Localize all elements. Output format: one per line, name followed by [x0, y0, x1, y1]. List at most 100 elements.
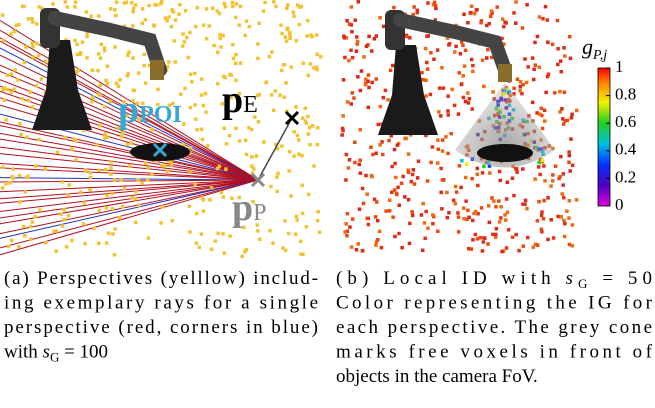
voxel [120, 204, 125, 209]
voxel [556, 214, 560, 219]
voxel [462, 64, 467, 68]
voxel [436, 229, 440, 234]
voxel [104, 78, 108, 83]
voxel [19, 132, 23, 137]
voxel [244, 248, 249, 252]
colorbar-label: gP,j [582, 34, 607, 63]
voxel [363, 77, 368, 82]
voxel [560, 192, 564, 196]
voxel [377, 229, 382, 234]
voxel [465, 162, 469, 166]
voxel [207, 24, 211, 28]
voxel [250, 155, 254, 159]
voxel [544, 90, 548, 95]
voxel [35, 22, 39, 26]
voxel [276, 171, 280, 176]
voxel [1, 165, 5, 169]
colorbar-tick-label: 1 [615, 57, 624, 76]
voxel [118, 216, 122, 220]
voxel [513, 21, 518, 25]
voxel [404, 136, 408, 141]
voxel [136, 178, 140, 182]
voxel [504, 197, 509, 201]
voxel [355, 39, 360, 44]
voxel [471, 69, 475, 74]
voxel [40, 6, 44, 11]
voxel [304, 121, 309, 125]
voxel [30, 17, 34, 21]
voxel [426, 226, 430, 231]
voxel [456, 230, 461, 234]
voxel [229, 73, 233, 77]
voxel [204, 110, 208, 114]
voxel [184, 35, 189, 40]
voxel [461, 95, 466, 100]
voxel [231, 42, 235, 47]
voxel [447, 43, 451, 47]
voxel [33, 214, 38, 219]
voxel [415, 176, 420, 180]
voxel [420, 70, 424, 75]
voxel [97, 208, 102, 213]
voxel [390, 63, 395, 68]
caption-line: (a) Perspectives (yelllow) includ- [4, 268, 318, 289]
label-p-p: pP [232, 187, 267, 229]
voxel [187, 204, 192, 209]
voxel [73, 38, 77, 43]
voxel [440, 149, 445, 153]
voxel [281, 246, 285, 250]
voxel [220, 102, 224, 106]
label-p-e: pE [222, 79, 258, 121]
caption-line: each perspective. The grey cone [336, 317, 652, 338]
voxel [178, 92, 183, 96]
voxel [118, 78, 122, 82]
voxel [301, 116, 305, 120]
voxel [127, 50, 131, 54]
voxel [350, 29, 354, 34]
voxel [480, 58, 485, 62]
voxel [479, 20, 483, 25]
voxel [247, 24, 252, 29]
voxel [170, 218, 174, 223]
voxel [5, 87, 10, 92]
ray [0, 179, 259, 256]
voxel [538, 172, 542, 177]
voxel [256, 56, 260, 61]
voxel [515, 170, 519, 174]
voxel [222, 251, 227, 255]
colorbar-tick-label: 0 [615, 195, 624, 214]
voxel [170, 8, 174, 12]
voxel [360, 186, 365, 191]
voxel [130, 195, 135, 200]
voxel [559, 214, 563, 219]
voxel [521, 82, 525, 87]
voxel [558, 89, 562, 94]
voxel [303, 106, 308, 111]
voxel [524, 80, 529, 85]
voxel [428, 92, 433, 97]
voxel [242, 225, 246, 230]
voxel [142, 63, 146, 68]
voxel [378, 104, 383, 109]
voxel [506, 228, 511, 232]
voxel [257, 21, 262, 26]
voxel [106, 231, 111, 236]
voxel [490, 11, 494, 15]
voxel [360, 248, 365, 253]
voxel [397, 231, 401, 236]
voxel [188, 72, 193, 77]
voxel [537, 199, 541, 204]
voxel [446, 151, 450, 156]
voxel [110, 191, 115, 196]
ray [0, 70, 259, 181]
voxel [88, 187, 92, 192]
voxel [195, 211, 199, 216]
voxel [30, 20, 35, 24]
voxel [570, 244, 575, 248]
voxel [209, 247, 214, 252]
voxel [378, 143, 382, 147]
voxel [437, 86, 442, 90]
voxel [112, 253, 117, 257]
voxel [342, 34, 346, 38]
voxel [387, 198, 392, 203]
